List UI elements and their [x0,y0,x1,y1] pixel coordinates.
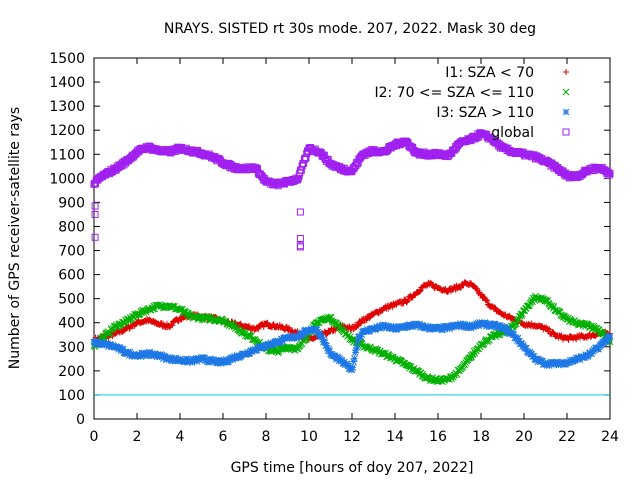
series-4 [90,129,614,190]
y-tick-label: 300 [58,340,85,356]
sample-point [416,288,423,295]
sample-point [349,364,357,371]
y-tick-label: 100 [58,388,85,404]
outlier-point [296,208,304,216]
sample-point [175,306,183,313]
x-tick-label: 10 [300,429,318,445]
sample-point [460,282,467,289]
legend-marker [562,108,570,116]
outlier-point [91,202,99,210]
legend: I1: SZA < 70 I2: 70 <= SZA <= 110 I3: SZA … [374,65,570,141]
x-tick-label: 22 [558,429,576,445]
chart-title: NRAYS. SISTED rt 30s mode. 207, 2022. Ma… [164,21,536,37]
sample-point [353,343,361,351]
sample-point [274,349,282,357]
y-tick-label: 900 [58,195,85,211]
sample-point [351,355,358,362]
sample-point [418,373,426,380]
sample-point [605,334,613,342]
legend-marker [562,128,570,136]
sample-point [484,297,491,304]
y-tick-label: 1000 [49,171,85,187]
y-tick-label: 1200 [49,123,85,139]
sample-point [363,317,370,324]
outliers [91,202,304,251]
sample-point [565,336,572,343]
series-3-dense [91,319,613,373]
y-tick-label: 1300 [49,99,85,115]
y-tick-label: 600 [58,268,85,284]
sample-point [357,320,364,327]
sample-point [300,159,308,167]
sample-point [186,312,194,320]
y-tick-label: 400 [58,316,85,332]
sample-point [297,166,305,174]
series-layer [90,129,614,386]
x-tick-label: 8 [262,429,271,445]
series-3 [90,319,614,374]
legend-label: I1: SZA < 70 [445,65,534,81]
sample-point [337,323,344,330]
x-tick-label: 16 [429,429,447,445]
outlier-point [296,235,304,242]
sample-point [404,298,411,305]
sample-point [483,296,490,303]
sample-point [169,322,176,329]
sample-point [461,361,469,369]
x-tick-label: 4 [176,429,185,445]
sample-point [605,171,613,179]
sample-point [400,300,407,307]
legend-label: I2: 70 <= SZA <= 110 [374,85,534,101]
y-tick-label: 0 [76,412,85,428]
sample-point [546,326,553,333]
x-tick-label: 24 [601,429,619,445]
sample-point [291,176,299,184]
x-tick-label: 12 [343,429,361,445]
legend-marker [562,88,570,96]
y-axis-label: Number of GPS receiver-satellite rays [7,107,23,369]
outlier-point [296,242,304,250]
legend-marker [563,69,569,75]
legend-label: I3: SZA > 110 [436,105,534,121]
outlier-point [91,233,99,241]
y-tick-label: 1100 [49,147,85,163]
y-tick-label: 1500 [49,51,85,67]
y-tick-label: 700 [58,244,85,260]
x-tick-label: 6 [219,429,228,445]
sample-point [518,312,526,319]
sample-point [282,346,290,353]
sample-point [405,297,412,304]
y-tick-label: 1400 [49,75,85,91]
x-tick-label: 2 [133,429,142,445]
sample-point [293,176,301,184]
series-4-dense [91,129,613,190]
sample-point [411,292,418,299]
sample-point [604,169,612,177]
sample-point [270,320,277,327]
sample-point [366,314,373,321]
sample-point [264,319,271,326]
x-tick-label: 20 [515,429,533,445]
x-tick-label: 14 [386,429,404,445]
x-tick-label: 0 [90,429,99,445]
sample-point [326,314,334,321]
sample-point [255,326,262,333]
legend-label: global [491,125,534,141]
sample-point [358,319,365,326]
y-tick-label: 800 [58,219,85,235]
axis-ticks: 0100200300400500600700800900100011001200… [49,51,619,445]
sample-point [457,284,464,291]
sample-point [485,135,493,143]
outlier-point [91,210,99,218]
x-axis-label: GPS time [hours of doy 207, 2022] [231,460,474,476]
sample-point [333,320,340,328]
y-tick-label: 200 [58,364,85,380]
sample-point [109,326,116,334]
y-tick-label: 500 [58,292,85,308]
sample-point [444,288,451,295]
sample-point [248,165,256,173]
x-tick-label: 18 [472,429,490,445]
